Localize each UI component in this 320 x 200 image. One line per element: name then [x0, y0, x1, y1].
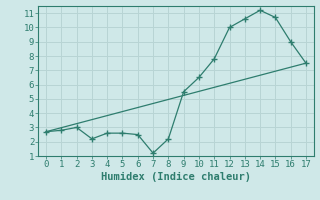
- X-axis label: Humidex (Indice chaleur): Humidex (Indice chaleur): [101, 172, 251, 182]
